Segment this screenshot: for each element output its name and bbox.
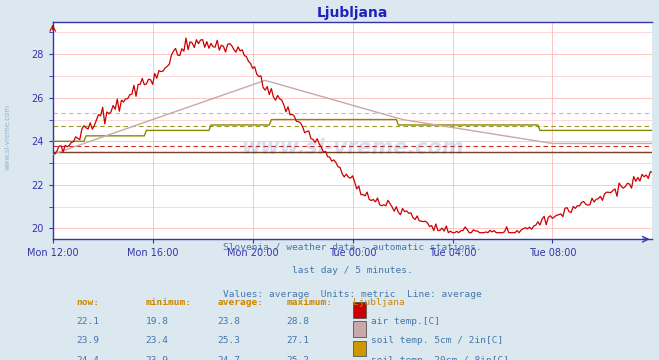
Text: 23.9: 23.9: [76, 337, 100, 346]
Text: www.si-vreme.com: www.si-vreme.com: [5, 104, 11, 170]
Text: 23.9: 23.9: [146, 356, 169, 360]
Text: 25.2: 25.2: [287, 356, 310, 360]
Bar: [353, 341, 366, 356]
Text: last day / 5 minutes.: last day / 5 minutes.: [292, 266, 413, 275]
Text: Values: average  Units: metric  Line: average: Values: average Units: metric Line: aver…: [223, 289, 482, 298]
Text: 27.1: 27.1: [287, 337, 310, 346]
Text: minimum:: minimum:: [146, 298, 192, 307]
Text: now:: now:: [76, 298, 100, 307]
Text: soil temp. 20cm / 8in[C]: soil temp. 20cm / 8in[C]: [370, 356, 509, 360]
Text: 24.4: 24.4: [76, 356, 100, 360]
Text: 23.4: 23.4: [146, 337, 169, 346]
Text: air temp.[C]: air temp.[C]: [370, 317, 440, 326]
Text: average:: average:: [217, 298, 264, 307]
Text: soil temp. 5cm / 2in[C]: soil temp. 5cm / 2in[C]: [370, 337, 503, 346]
Text: www.si-vreme.com: www.si-vreme.com: [241, 138, 464, 158]
Text: Ljubljana: Ljubljana: [353, 298, 405, 307]
Text: 22.1: 22.1: [76, 317, 100, 326]
Text: 19.8: 19.8: [146, 317, 169, 326]
Title: Ljubljana: Ljubljana: [317, 6, 388, 21]
Text: 25.3: 25.3: [217, 337, 241, 346]
Text: Slovenia / weather data - automatic stations.: Slovenia / weather data - automatic stat…: [223, 243, 482, 252]
Bar: [353, 302, 366, 318]
Bar: [353, 321, 366, 337]
Text: 24.7: 24.7: [217, 356, 241, 360]
Text: 23.8: 23.8: [217, 317, 241, 326]
Text: maximum:: maximum:: [287, 298, 333, 307]
Text: 28.8: 28.8: [287, 317, 310, 326]
